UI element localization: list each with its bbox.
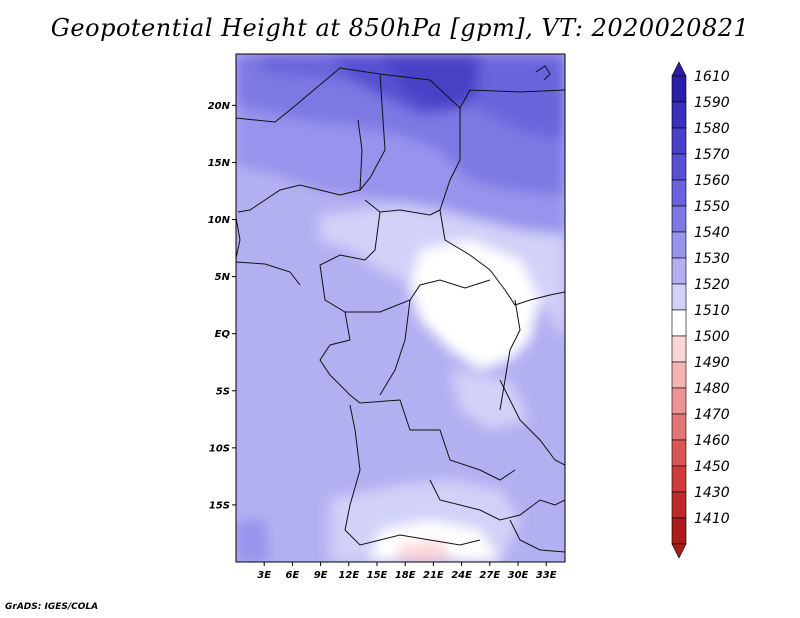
lon-tick-label: 3E (257, 570, 271, 581)
colorbar-label: 1410 (694, 511, 730, 527)
lon-tick-label: 15E (367, 570, 388, 581)
colorbar-label: 1590 (694, 95, 730, 111)
colorbar-swatch (671, 179, 687, 207)
lon-tick-label: 9E (314, 570, 328, 581)
colorbar-swatch (671, 231, 687, 259)
lon-tick-label: 30E (508, 570, 529, 581)
colorbar-swatch (671, 413, 687, 441)
colorbar-swatch (671, 491, 687, 519)
colorbar-label: 1580 (694, 121, 730, 137)
colorbar-label: 1480 (694, 381, 730, 397)
colorbar-swatch (671, 335, 687, 363)
lat-tick-label: 15S (209, 500, 230, 511)
lat-tick-label: 10N (208, 215, 231, 226)
colorbar-swatch (671, 439, 687, 467)
height-field (236, 54, 565, 562)
lon-tick-label: 18E (395, 570, 416, 581)
map-title: Geopotential Height at 850hPa [gpm], VT:… (50, 14, 750, 42)
lat-tick-label: 10S (209, 443, 230, 454)
colorbar-swatch (671, 361, 687, 389)
colorbar-label: 1610 (694, 69, 730, 85)
colorbar-label: 1570 (694, 147, 730, 163)
colorbar-label: 1560 (694, 173, 730, 189)
colorbar-label: 1470 (694, 407, 730, 423)
lat-tick-label: 15N (208, 158, 231, 169)
colorbar-swatch (671, 127, 687, 155)
lon-tick-label: 21E (423, 570, 444, 581)
colorbar-label: 1550 (694, 199, 730, 215)
latitude-axis: 20N 15N 10N 5N EQ 5S 10S 15S (208, 101, 236, 511)
lat-tick-label: 5S (216, 386, 230, 397)
lon-tick-label: 12E (338, 570, 359, 581)
colorbar-swatch (671, 75, 687, 103)
colorbar-swatch (671, 517, 687, 545)
lon-tick-label: 24E (451, 570, 472, 581)
colorbar-swatch (671, 205, 687, 233)
colorbar-swatch (671, 465, 687, 493)
colorbar: 1610 1590 1580 1570 1560 1550 1540 1530 1520 1510… (671, 61, 730, 559)
colorbar-swatch (671, 153, 687, 181)
lon-tick-label: 27E (479, 570, 500, 581)
lon-tick-label: 6E (286, 570, 300, 581)
longitude-axis: 3E 6E 9E 12E 15E 18E 21E 24E 27E 30E 33E (257, 562, 557, 581)
colorbar-bottom-arrow (671, 543, 687, 559)
colorbar-label: 1490 (694, 355, 730, 371)
colorbar-swatch (671, 309, 687, 337)
country-boundaries (236, 65, 565, 553)
colorbar-label: 1500 (694, 329, 730, 345)
lat-tick-label: 20N (208, 101, 231, 112)
grads-credit: GrADS: IGES/COLA (5, 602, 99, 612)
colorbar-label: 1430 (694, 485, 730, 501)
colorbar-label: 1510 (694, 303, 730, 319)
colorbar-label: 1540 (694, 225, 730, 241)
colorbar-top-arrow (671, 61, 687, 77)
colorbar-label: 1460 (694, 433, 730, 449)
colorbar-label: 1520 (694, 277, 730, 293)
colorbar-swatch (671, 257, 687, 285)
colorbar-swatch (671, 101, 687, 129)
lat-tick-label: EQ (215, 329, 231, 340)
colorbar-label: 1450 (694, 459, 730, 475)
lat-tick-label: 5N (215, 272, 231, 283)
colorbar-label: 1530 (694, 251, 730, 267)
map-frame (235, 53, 566, 563)
lon-tick-label: 33E (536, 570, 557, 581)
colorbar-swatch (671, 387, 687, 415)
colorbar-swatch (671, 283, 687, 311)
